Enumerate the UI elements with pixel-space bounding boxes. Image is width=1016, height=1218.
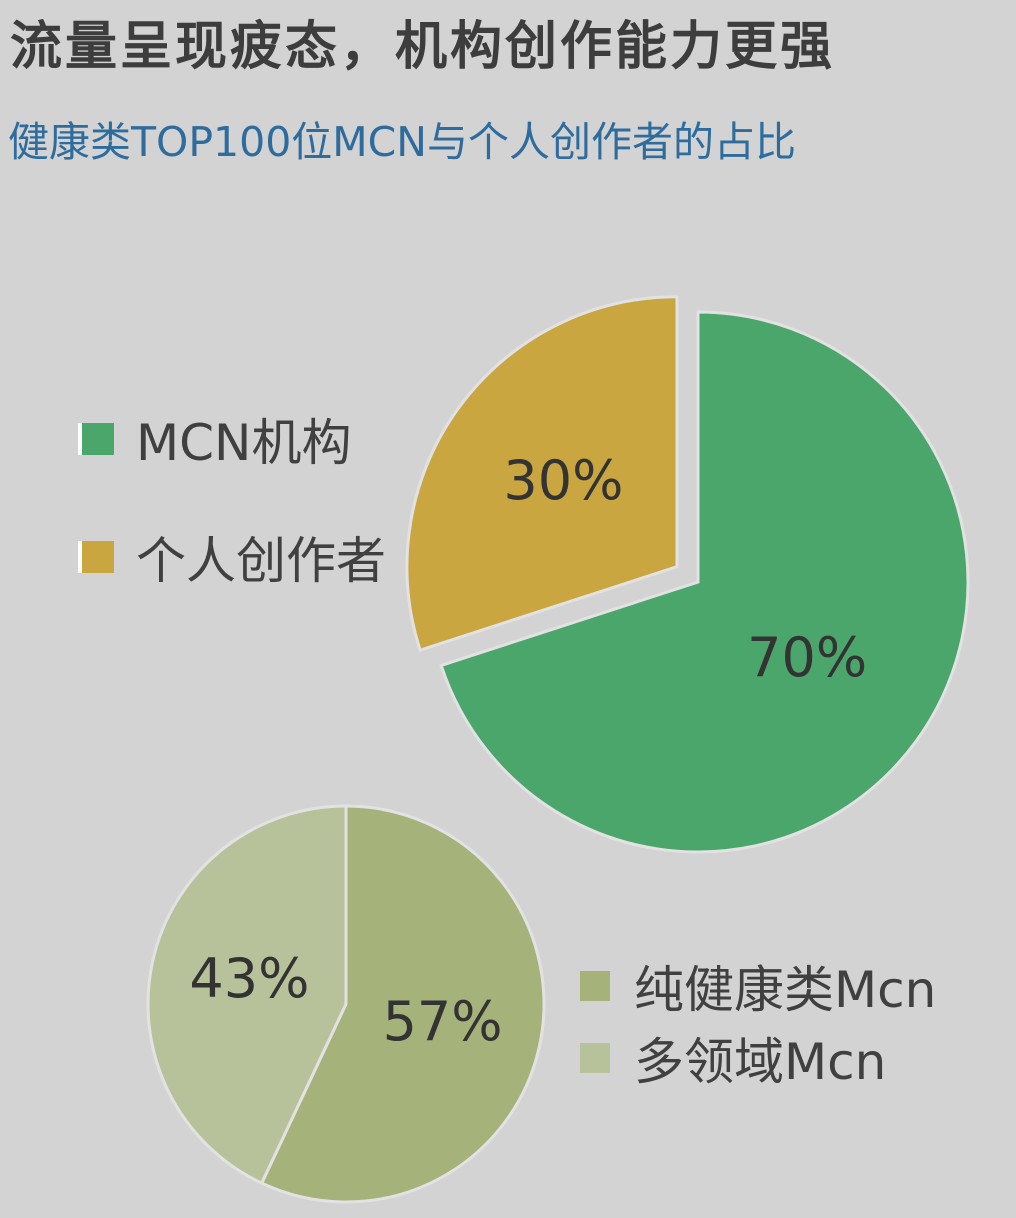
legend-item-individual: 个人创作者: [78, 526, 386, 590]
pie2-label-multi-domain: 43%: [189, 947, 309, 1010]
legend-mcn-type: 纯健康类Mcn 多领域Mcn: [580, 955, 936, 1099]
pie1-label-individual: 30%: [503, 449, 623, 512]
pie1-slice-individual: [405, 295, 679, 653]
legend-item-mcn: MCN机构: [78, 408, 386, 472]
pie1-slice-mcn: [439, 310, 970, 854]
pie2-slice-multi-domain: [146, 804, 348, 1186]
legend-creator-type: MCN机构 个人创作者: [78, 408, 386, 644]
legend-label-multi-domain: 多领域Mcn: [634, 1033, 887, 1091]
pie1-label-mcn: 70%: [747, 626, 867, 689]
chart-subtitle: 健康类TOP100位MCN与个人创作者的占比: [8, 118, 796, 166]
chart-title: 流量呈现疲态，机构创作能力更强: [10, 17, 836, 77]
legend-swatch-mcn: [78, 423, 114, 455]
legend-swatch-multi-domain: [580, 1043, 610, 1073]
pie2-slice-pure-health: [259, 804, 546, 1204]
legend-swatch-individual: [78, 541, 114, 573]
legend-label-pure-health: 纯健康类Mcn: [634, 961, 937, 1019]
legend-swatch-pure-health: [580, 971, 610, 1001]
pie2-label-pure-health: 57%: [383, 990, 503, 1053]
legend-item-pure-health: 纯健康类Mcn: [580, 955, 936, 1019]
legend-item-multi-domain: 多领域Mcn: [580, 1027, 936, 1091]
legend-label-individual: 个人创作者: [136, 532, 386, 590]
legend-label-mcn: MCN机构: [136, 414, 352, 472]
